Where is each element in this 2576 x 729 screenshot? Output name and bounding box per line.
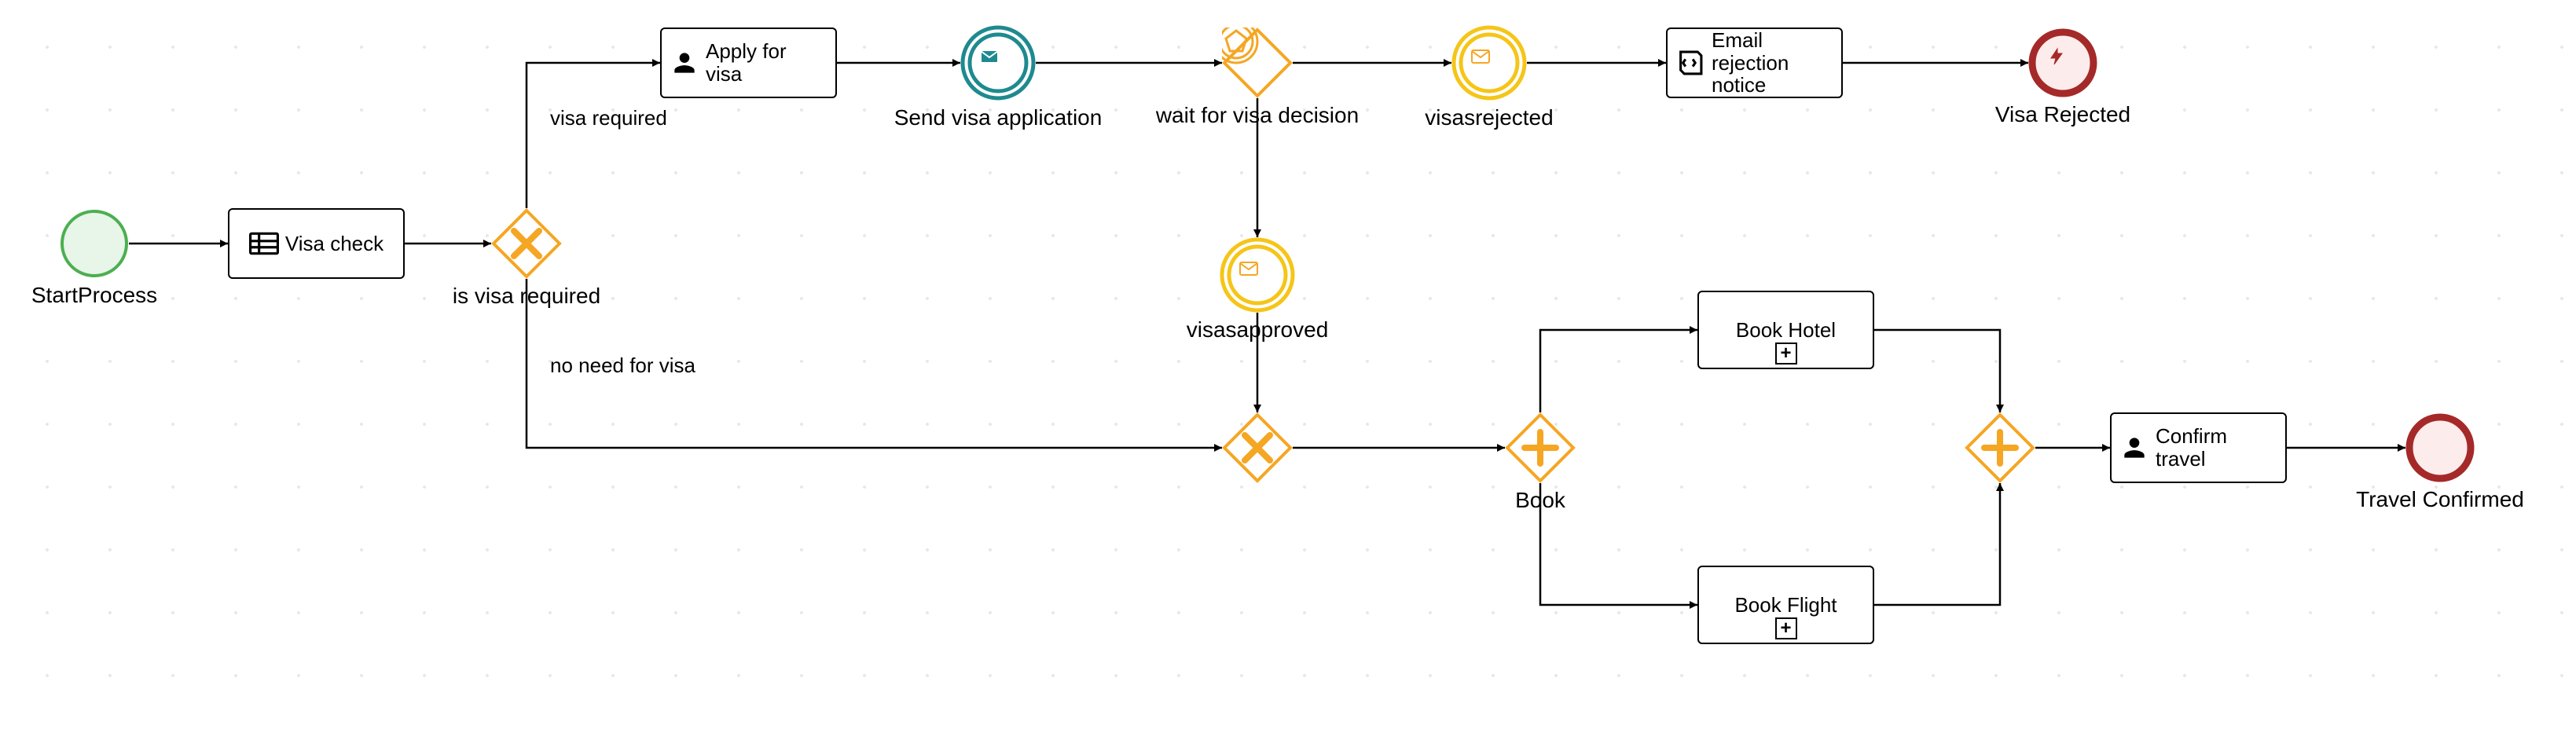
node-visas_approved[interactable]: visasapproved [1220,237,1295,313]
task-label: Confirm travel [2156,425,2277,470]
node-visas_rejected[interactable]: visasrejected [1451,25,1527,101]
end-event-label: Visa Rejected [1995,102,2130,127]
gateway-label: is visa required [453,284,600,309]
node-end_rejected[interactable]: Visa Rejected [2028,28,2097,97]
task-label: Emailrejection notice [1712,29,1833,97]
node-confirm[interactable]: Confirm travel [2110,412,2287,483]
node-send_app[interactable]: Send visa application [960,25,1036,101]
task-label: Book Hotel [1707,319,1865,342]
start-event-label: StartProcess [31,283,157,308]
edge-label-gw_required-apply: visa required [550,106,667,130]
edge-label-gw_required-gw_merge: no need for visa [550,354,695,378]
event-label: Send visa application [894,105,1103,130]
subprocess-marker-icon: + [1775,617,1797,639]
node-apply[interactable]: Apply for visa [660,27,837,98]
node-wait_decision[interactable]: wait for visa decision [1222,27,1293,98]
task-label: Apply for visa [706,40,827,85]
edge-book_flight-gw_book_join [1874,483,2000,605]
node-gw_required[interactable]: is visa required [491,208,562,279]
gateway-label: Book [1515,488,1565,513]
node-end_confirmed[interactable]: Travel Confirmed [2405,413,2475,482]
node-visa_check[interactable]: Visa check [228,208,405,279]
edge-book_hotel-gw_book_join [1874,330,2000,412]
user-icon [2119,433,2149,463]
node-start[interactable]: StartProcess [60,209,129,278]
event-label: visasapproved [1187,317,1329,343]
subprocess-marker-icon: + [1775,343,1797,364]
node-gw_merge[interactable] [1222,412,1293,483]
node-gw_book_split[interactable]: Book [1505,412,1576,483]
task-label: Visa check [285,233,383,255]
edge-gw_book_split-book_hotel [1540,330,1697,412]
task-label: Book Flight [1707,594,1865,617]
node-email_reject[interactable]: Emailrejection notice [1666,27,1843,98]
user-icon [670,48,699,78]
script-icon [1675,49,1705,76]
gateway-label: wait for visa decision [1156,103,1359,128]
end-event-label: Travel Confirmed [2356,487,2524,512]
business-rule-icon [249,232,279,255]
node-book_hotel[interactable]: Book Hotel+ [1697,291,1874,369]
node-book_flight[interactable]: Book Flight+ [1697,566,1874,644]
node-gw_book_join[interactable] [1965,412,2035,483]
event-label: visasrejected [1425,105,1553,130]
edge-gw_required-apply [527,63,660,208]
